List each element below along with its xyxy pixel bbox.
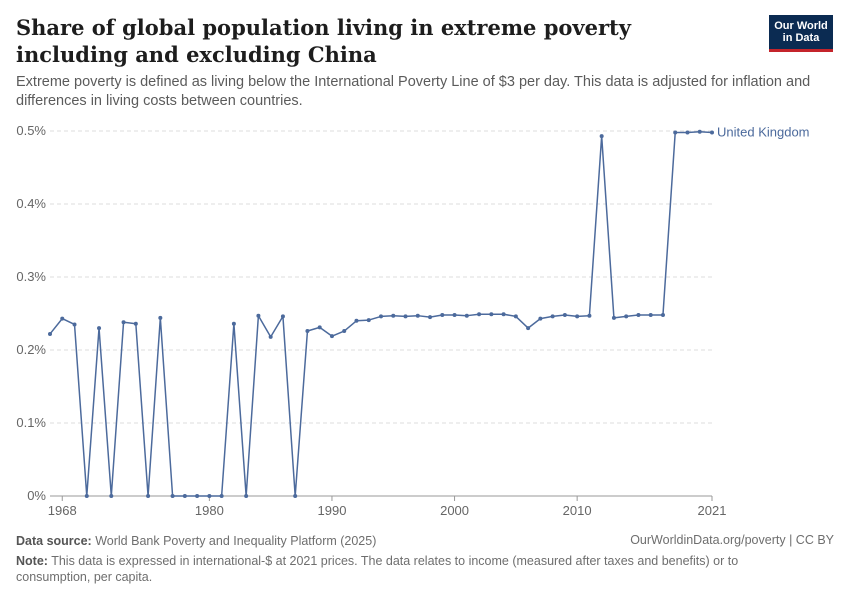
data-point (170, 494, 175, 498)
note-label: Note: (16, 554, 48, 568)
data-point (526, 326, 531, 331)
data-point (60, 316, 65, 321)
data-point (464, 313, 469, 318)
data-point (195, 494, 200, 498)
data-source-text[interactable]: World Bank Poverty and Inequality Platfo… (95, 534, 377, 548)
logo-line-2: in Data (782, 32, 820, 44)
data-point (575, 314, 580, 319)
data-point (317, 325, 322, 330)
data-point (158, 315, 163, 320)
data-point (477, 312, 482, 317)
data-point (415, 313, 420, 318)
y-tick-label: 0.2% (16, 342, 46, 357)
data-point (342, 329, 347, 334)
chart-title: Share of global population living in ext… (16, 15, 631, 67)
data-point (207, 494, 212, 498)
data-point (636, 312, 641, 317)
data-point (710, 130, 714, 135)
data-point (611, 315, 616, 320)
x-tick-label: 2021 (698, 503, 727, 518)
data-point (562, 312, 567, 317)
data-point (121, 320, 126, 325)
data-point (660, 312, 665, 317)
data-point (182, 494, 187, 498)
data-point (48, 331, 52, 336)
logo-line-1: Our World (774, 20, 828, 32)
chart-subtitle: Extreme poverty is defined as living bel… (16, 74, 811, 109)
data-point (685, 130, 690, 135)
data-point (244, 494, 249, 498)
data-point (231, 321, 236, 326)
y-tick-label: 0.4% (16, 196, 46, 211)
line-chart: 0% 0.1% 0.2% 0.3% 0.4% 0.5% 1968 1980 1990 2000 20… (16, 123, 810, 518)
note-text: This data is expressed in international-… (16, 554, 739, 584)
x-tick-label: 1968 (48, 503, 77, 518)
data-point (599, 134, 604, 139)
data-point (329, 334, 334, 339)
data-point (587, 313, 592, 318)
y-tick-label: 0% (27, 488, 46, 503)
data-point (84, 494, 89, 498)
data-point (97, 326, 102, 331)
x-tick-label: 2010 (563, 503, 592, 518)
data-point (403, 314, 408, 319)
x-tick-label: 1990 (318, 503, 347, 518)
series-line (49, 130, 713, 497)
data-point (428, 315, 433, 320)
data-point (379, 314, 383, 319)
data-point (489, 312, 494, 317)
x-tick-label: 1980 (195, 503, 224, 518)
data-point (146, 494, 151, 498)
series-label: United Kingdom (717, 124, 810, 139)
data-source: Data source: World Bank Poverty and Ineq… (16, 533, 376, 549)
data-point (280, 314, 285, 319)
data-point (440, 312, 445, 317)
y-tick-label: 0.1% (16, 415, 46, 430)
data-point (452, 312, 457, 317)
data-point (72, 322, 77, 327)
data-point (513, 314, 518, 319)
data-point (268, 334, 273, 339)
y-tick-label: 0.3% (16, 269, 46, 284)
data-point (133, 321, 138, 326)
owid-logo[interactable]: Our World in Data (769, 15, 833, 52)
data-point (256, 313, 261, 318)
x-tick-label: 2000 (440, 503, 469, 518)
data-point (305, 329, 310, 334)
data-point (550, 314, 555, 319)
data-point (501, 312, 506, 317)
data-point (697, 129, 702, 134)
data-point (391, 313, 396, 318)
data-point (366, 318, 371, 323)
data-point (109, 494, 114, 498)
y-tick-label: 0.5% (16, 123, 46, 138)
data-point (624, 314, 629, 319)
license-link[interactable]: OurWorldinData.org/poverty | CC BY (630, 533, 834, 547)
data-point (354, 318, 359, 323)
data-point (648, 312, 653, 317)
data-source-label: Data source: (16, 534, 92, 548)
data-point (293, 494, 298, 498)
data-point (673, 130, 678, 135)
data-point (538, 316, 543, 321)
data-point (219, 494, 224, 498)
chart-note: Note: This data is expressed in internat… (16, 553, 806, 585)
